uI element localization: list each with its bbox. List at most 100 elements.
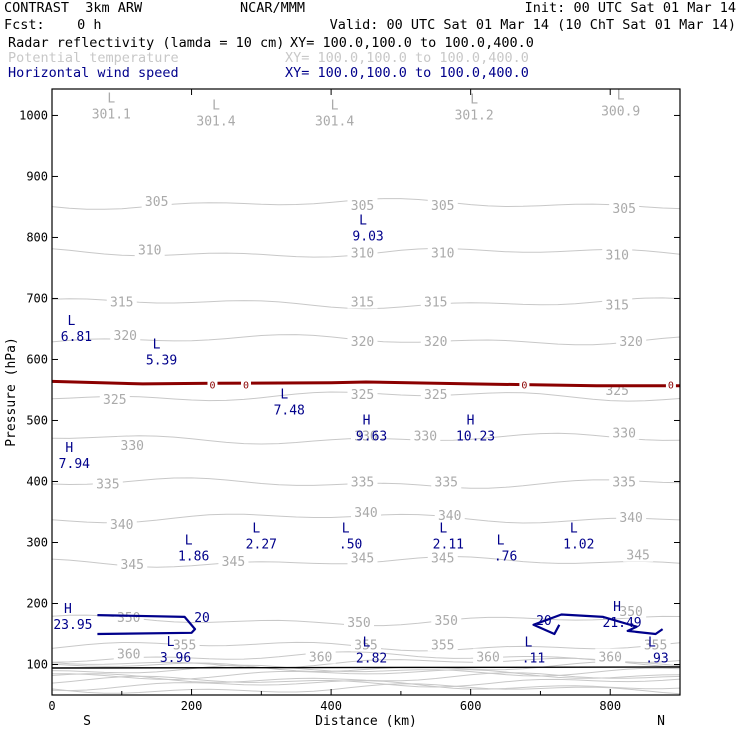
theta-contour-line — [51, 661, 681, 673]
theta-label: 310 — [351, 247, 374, 262]
freezing-level: 0 0 0 0 — [51, 378, 680, 391]
freezing-label-bg — [665, 378, 676, 390]
freezing-level-label: 0 — [668, 380, 674, 391]
valid-time: Valid: 00 UTC Sat 01 Mar 14 (10 ChT Sat … — [329, 17, 736, 33]
theta-label-bg — [602, 296, 633, 312]
wind-extremum-marker: L — [252, 521, 260, 536]
wind-extremum-value: 5.39 — [146, 353, 177, 368]
center-label: NCAR/MMM — [240, 0, 306, 16]
wind-extremum-value: .93 — [645, 652, 668, 667]
theta-extremum-value: 301.2 — [455, 109, 494, 124]
wind-contour-label: 20 — [194, 611, 210, 626]
theta-label: 335 — [96, 477, 119, 492]
theta-label: 335 — [435, 475, 458, 490]
field-name-wind: Horizontal wind speed — [8, 65, 179, 81]
theta-extremum-marker: L — [470, 93, 478, 108]
theta-label: 320 — [619, 335, 642, 350]
theta-label-bg — [351, 503, 381, 519]
plot-frame — [51, 88, 681, 696]
y-tick-label: 300 — [26, 535, 48, 549]
theta-label-bg — [117, 555, 148, 571]
theta-label: 330 — [121, 439, 144, 454]
theta-label-bg — [623, 546, 654, 562]
theta-label: 325 — [351, 388, 374, 403]
y-tick-label: 400 — [26, 474, 48, 488]
theta-label: 325 — [605, 384, 628, 399]
theta-label: 335 — [612, 475, 635, 490]
theta-label: 325 — [424, 388, 447, 403]
theta-label: 320 — [114, 329, 137, 344]
theta-label-bg — [347, 386, 378, 402]
wind-extremum-marker: H — [64, 602, 72, 617]
x-end-label-north: N — [657, 714, 665, 729]
freezing-label-bg — [240, 378, 251, 390]
theta-label-bg — [434, 507, 465, 523]
theta-contour-line — [51, 672, 681, 683]
theta-contour-labels: 360 360 360 360 355 355 355 355 350 350 350 350 345 3… — [92, 192, 671, 666]
x-tick-label: 0 — [48, 699, 55, 713]
wind-extremum-marker: H — [613, 600, 621, 615]
theta-label-bg — [427, 549, 458, 565]
theta-label: 350 — [347, 616, 370, 631]
theta-label: 330 — [612, 427, 635, 442]
theta-label-bg — [218, 552, 249, 568]
theta-label-bg — [347, 549, 378, 565]
wind-extremum-marker: H — [363, 414, 371, 429]
theta-label: 305 — [612, 202, 635, 217]
theta-label-bg — [595, 648, 626, 664]
theta-label: 345 — [626, 549, 649, 564]
theta-label-bg — [141, 192, 172, 208]
y-tick-label: 600 — [26, 352, 48, 366]
wind-extremum-marker: L — [153, 337, 161, 352]
theta-extremum-value: 301.4 — [196, 115, 235, 130]
wind-extremum-value: 21.49 — [603, 616, 642, 631]
theta-label-bg — [92, 475, 123, 491]
theta-label: 345 — [222, 555, 245, 570]
theta-label-bg — [602, 246, 633, 262]
theta-label: 360 — [117, 648, 140, 663]
extrema-labels: L301.1L301.4L301.4L301.2L300.9L3.96L2.82… — [53, 88, 668, 666]
wind-contour-label: 20 — [536, 614, 552, 629]
theta-label: 315 — [110, 296, 133, 311]
wind-contour-line — [532, 613, 664, 636]
theta-label: 315 — [605, 299, 628, 314]
theta-label: 360 — [476, 651, 499, 666]
wind-extremum-value: 10.23 — [456, 430, 495, 445]
wind-extremum-value: 3.96 — [160, 651, 191, 666]
theta-label: 335 — [351, 475, 374, 490]
theta-label-bg — [351, 427, 381, 443]
theta-label: 340 — [619, 511, 642, 526]
field-xy-theta: XY= 100.0,100.0 to 100.0,400.0 — [285, 50, 529, 66]
theta-label-bg — [609, 473, 640, 489]
theta-label: 330 — [414, 430, 437, 445]
wind-extremum-value: 1.02 — [563, 537, 594, 552]
theta-label-bg — [99, 391, 130, 407]
theta-label-bg — [117, 436, 148, 452]
theta-label: 340 — [110, 518, 133, 533]
y-tick-label: 1000 — [19, 108, 48, 122]
x-tick-label: 200 — [181, 699, 203, 713]
wind-extremum-marker: L — [342, 521, 350, 536]
wind-extremum-value: 2.11 — [433, 537, 464, 552]
y-tick-label: 100 — [26, 657, 48, 671]
wind-extremum-value: 7.94 — [59, 457, 90, 472]
theta-label: 315 — [351, 296, 374, 311]
theta-label-bg — [347, 333, 378, 349]
y-tick-label: 900 — [26, 169, 48, 183]
x-tick-label: 600 — [460, 699, 482, 713]
theta-label: 350 — [117, 611, 140, 626]
theta-label-bg — [609, 424, 640, 440]
x-axis-label: Distance (km) — [315, 714, 417, 729]
x-tick-label: 400 — [320, 699, 342, 713]
theta-label: 355 — [431, 638, 454, 653]
theta-label-bg — [106, 516, 137, 532]
wind-extremum-marker: L — [167, 635, 175, 650]
theta-contour-line — [51, 297, 681, 310]
wind-extremum-marker: L — [648, 636, 656, 651]
wind-extremum-value: 7.48 — [274, 403, 305, 418]
wind-extremum-value: .76 — [494, 550, 517, 565]
theta-label: 315 — [424, 296, 447, 311]
theta-extremum-marker: L — [107, 91, 115, 106]
theta-label-bg — [420, 386, 451, 402]
theta-label: 345 — [351, 552, 374, 567]
